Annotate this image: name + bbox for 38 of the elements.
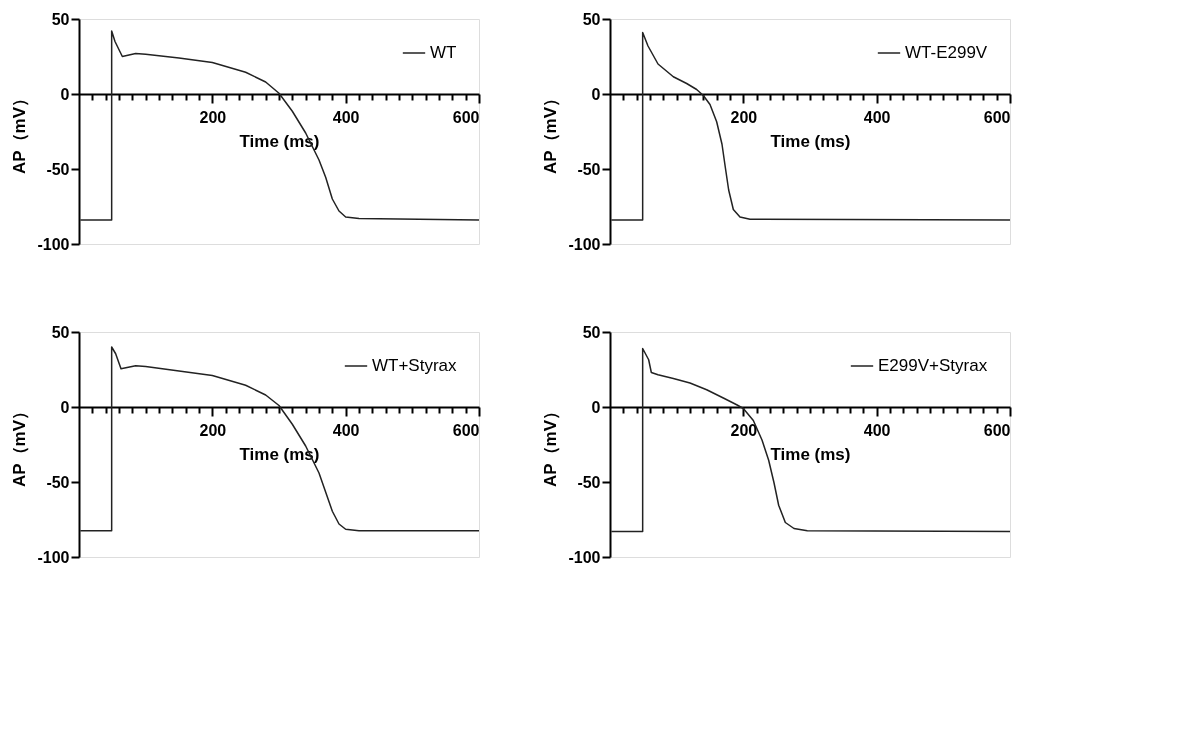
x-tick-label: 600 <box>983 108 1011 126</box>
x-tick-label: 400 <box>863 421 891 439</box>
y-axis-title: AP（mV） <box>541 89 561 175</box>
y-tick-label: 50 <box>51 323 70 341</box>
y-tick-label: -100 <box>37 235 70 253</box>
y-tick-label: 50 <box>582 323 601 341</box>
y-tick-label: -50 <box>46 160 70 178</box>
y-tick-label: -50 <box>577 160 601 178</box>
legend-label: WT-E299V <box>905 43 988 62</box>
y-axis-title: AP（mV） <box>541 402 561 488</box>
x-tick-label: 600 <box>983 421 1011 439</box>
legend-label: E299V+Styrax <box>878 356 988 375</box>
y-tick-label: 0 <box>60 398 70 416</box>
x-tick-label: 200 <box>199 421 227 439</box>
y-tick-label: 50 <box>582 10 601 28</box>
x-tick-label: 400 <box>332 108 360 126</box>
y-axis-title: AP（mV） <box>10 89 30 175</box>
y-tick-label: 50 <box>51 10 70 28</box>
y-tick-label: -100 <box>37 548 70 566</box>
x-axis-title: Time (ms) <box>770 444 851 464</box>
legend-label: WT <box>430 43 457 62</box>
x-tick-label: 600 <box>452 421 480 439</box>
x-tick-label: 200 <box>730 108 758 126</box>
y-axis-title: AP（mV） <box>10 402 30 488</box>
y-tick-label: 0 <box>591 398 601 416</box>
x-tick-label: 400 <box>332 421 360 439</box>
x-tick-label: 400 <box>863 108 891 126</box>
y-tick-label: -100 <box>568 235 601 253</box>
y-tick-label: -50 <box>577 473 601 491</box>
x-tick-label: 200 <box>199 108 227 126</box>
y-tick-label: -50 <box>46 473 70 491</box>
legend-label: WT+Styrax <box>372 356 458 375</box>
x-axis-title: Time (ms) <box>770 131 851 151</box>
x-tick-label: 200 <box>730 421 758 439</box>
x-tick-label: 600 <box>452 108 480 126</box>
y-tick-label: 0 <box>60 85 70 103</box>
y-tick-label: -100 <box>568 548 601 566</box>
y-tick-label: 0 <box>591 85 601 103</box>
